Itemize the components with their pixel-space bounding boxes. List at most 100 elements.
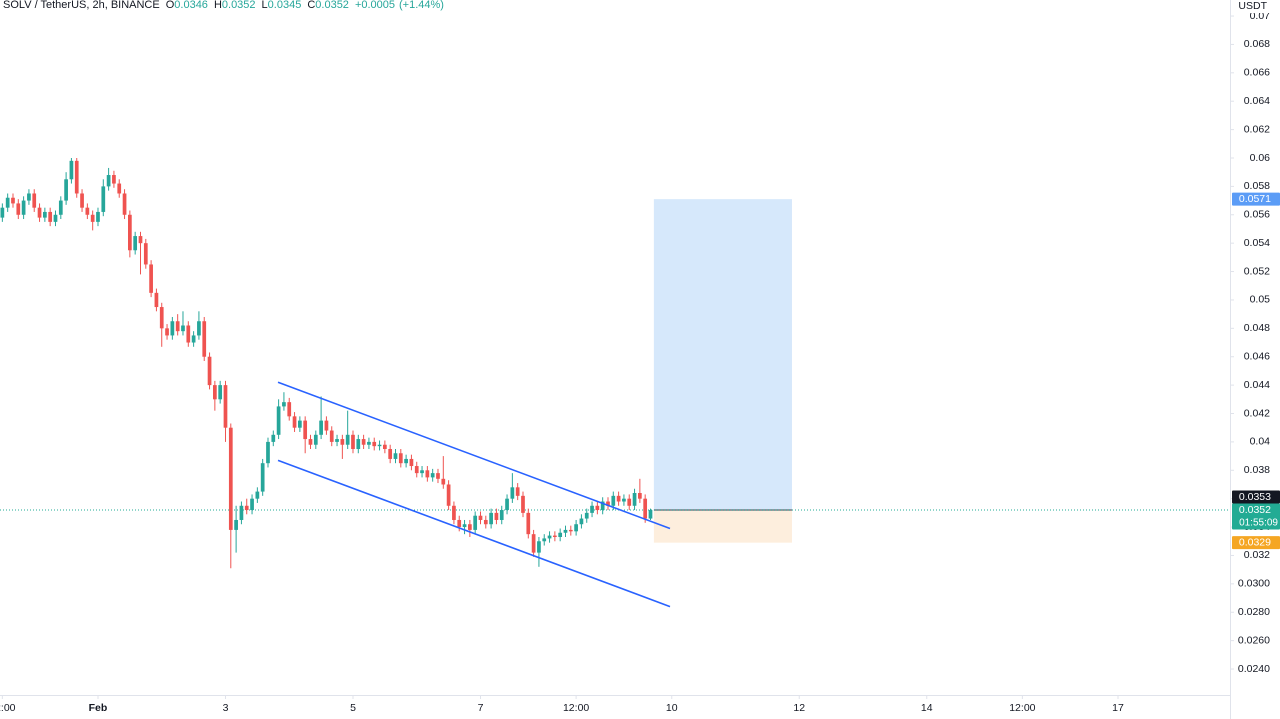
candle-body — [632, 493, 637, 506]
candle-body — [128, 214, 132, 251]
candle-body — [351, 434, 355, 449]
candle-body — [329, 430, 334, 442]
candle-body — [212, 385, 217, 400]
y-tick-label: 0.066 — [1244, 67, 1270, 79]
candle-body — [122, 193, 127, 215]
candle-body — [27, 193, 31, 201]
candle-body — [282, 402, 286, 407]
candle-body — [319, 420, 323, 435]
y-tick-label: 0.06 — [1250, 152, 1271, 164]
price-label: 0.0571 — [1239, 193, 1271, 205]
candle-body — [441, 478, 446, 485]
y-tick-label: 0.04 — [1250, 436, 1271, 448]
candle-body — [228, 427, 233, 530]
candle-body — [0, 207, 5, 218]
ohlc-value: 0.0345 — [268, 0, 302, 11]
price-label: 0.0329 — [1239, 536, 1271, 548]
ohlc-key: L — [262, 0, 268, 11]
x-tick-label: 3 — [223, 702, 229, 714]
ohlc-value: 0.0346 — [174, 0, 208, 11]
candle-body — [58, 200, 63, 215]
candle-body — [468, 524, 472, 530]
x-axis: 12:00 Feb 3 5 7 12:00 10 12 14 12:00 17 — [0, 695, 1124, 714]
candle-body — [356, 439, 361, 449]
y-tick-label: 0.0240 — [1238, 663, 1270, 675]
candle-body — [250, 498, 254, 511]
candle-body — [462, 524, 467, 528]
candle-body — [537, 541, 541, 553]
candle-body — [553, 535, 557, 538]
candle-body — [526, 512, 531, 535]
candle-body — [255, 491, 260, 499]
candle-body — [260, 463, 265, 492]
candle-body — [595, 505, 600, 511]
price-label: 0.0353 — [1239, 491, 1271, 503]
candle-body — [101, 186, 106, 212]
candle-body — [244, 505, 249, 511]
candle-body — [43, 211, 47, 218]
candle-body — [202, 321, 207, 357]
candle-body — [117, 183, 122, 194]
candle-body — [74, 160, 79, 194]
symbol-title: SOLV / TetherUS, 2h, BINANCE — [3, 0, 160, 11]
candle-body — [606, 501, 610, 506]
candle-body — [414, 466, 419, 474]
candle-body — [627, 498, 632, 506]
candle-body — [372, 441, 377, 447]
y-tick-label: 0.062 — [1244, 123, 1270, 135]
y-tick-label: 0.048 — [1244, 322, 1270, 334]
candle-body — [32, 193, 37, 208]
candle-body — [388, 448, 393, 459]
y-tick-label: 0.0300 — [1238, 578, 1270, 590]
candle-body — [638, 493, 642, 499]
candle-body — [175, 321, 180, 332]
candle-body — [345, 434, 350, 445]
y-tick-label: 0.068 — [1244, 38, 1270, 50]
candle-body — [473, 515, 478, 530]
candle-body — [452, 505, 456, 520]
x-tick-label: 12 — [793, 702, 805, 714]
candle-body — [218, 385, 223, 400]
candle-body — [324, 420, 329, 431]
candle-body — [271, 434, 276, 442]
change: +0.0005 — [355, 0, 395, 11]
candle-body — [239, 505, 244, 520]
candle-body — [64, 179, 68, 201]
x-tick-label: 12:00 — [563, 702, 589, 714]
candle-body — [510, 487, 515, 499]
y-tick-label: 0.054 — [1244, 237, 1270, 249]
ohlc-key: H — [214, 0, 222, 11]
candle-body — [170, 321, 175, 336]
candle-body — [159, 307, 164, 329]
candle-body — [420, 470, 424, 474]
ohlc-value: 0.0352 — [315, 0, 349, 11]
candle-body — [478, 515, 483, 520]
candle-body — [499, 510, 504, 520]
plot-area — [0, 157, 1230, 608]
x-tick-label: 17 — [1112, 702, 1124, 714]
candle-body — [574, 524, 578, 532]
candle-body — [590, 505, 594, 513]
y-tick-label: 0.046 — [1244, 351, 1270, 363]
candle-body — [11, 197, 15, 204]
candle-body — [276, 406, 281, 435]
candle-body — [266, 441, 270, 464]
ohlc-value: 0.0352 — [222, 0, 256, 11]
price-label-box — [1232, 536, 1280, 550]
candle-body — [600, 501, 605, 511]
candle-body — [112, 175, 116, 184]
candle-body — [138, 236, 143, 244]
x-tick-label: 7 — [478, 702, 484, 714]
candle-body — [558, 532, 563, 538]
candle-body — [457, 519, 462, 528]
candle-body — [515, 487, 520, 496]
price-label-box — [1232, 490, 1280, 504]
candle-body — [37, 207, 42, 218]
candle-body — [377, 444, 382, 447]
candle-body — [223, 385, 228, 428]
candle-body — [143, 243, 148, 265]
candle-body — [207, 356, 212, 386]
candle-body — [579, 518, 584, 525]
